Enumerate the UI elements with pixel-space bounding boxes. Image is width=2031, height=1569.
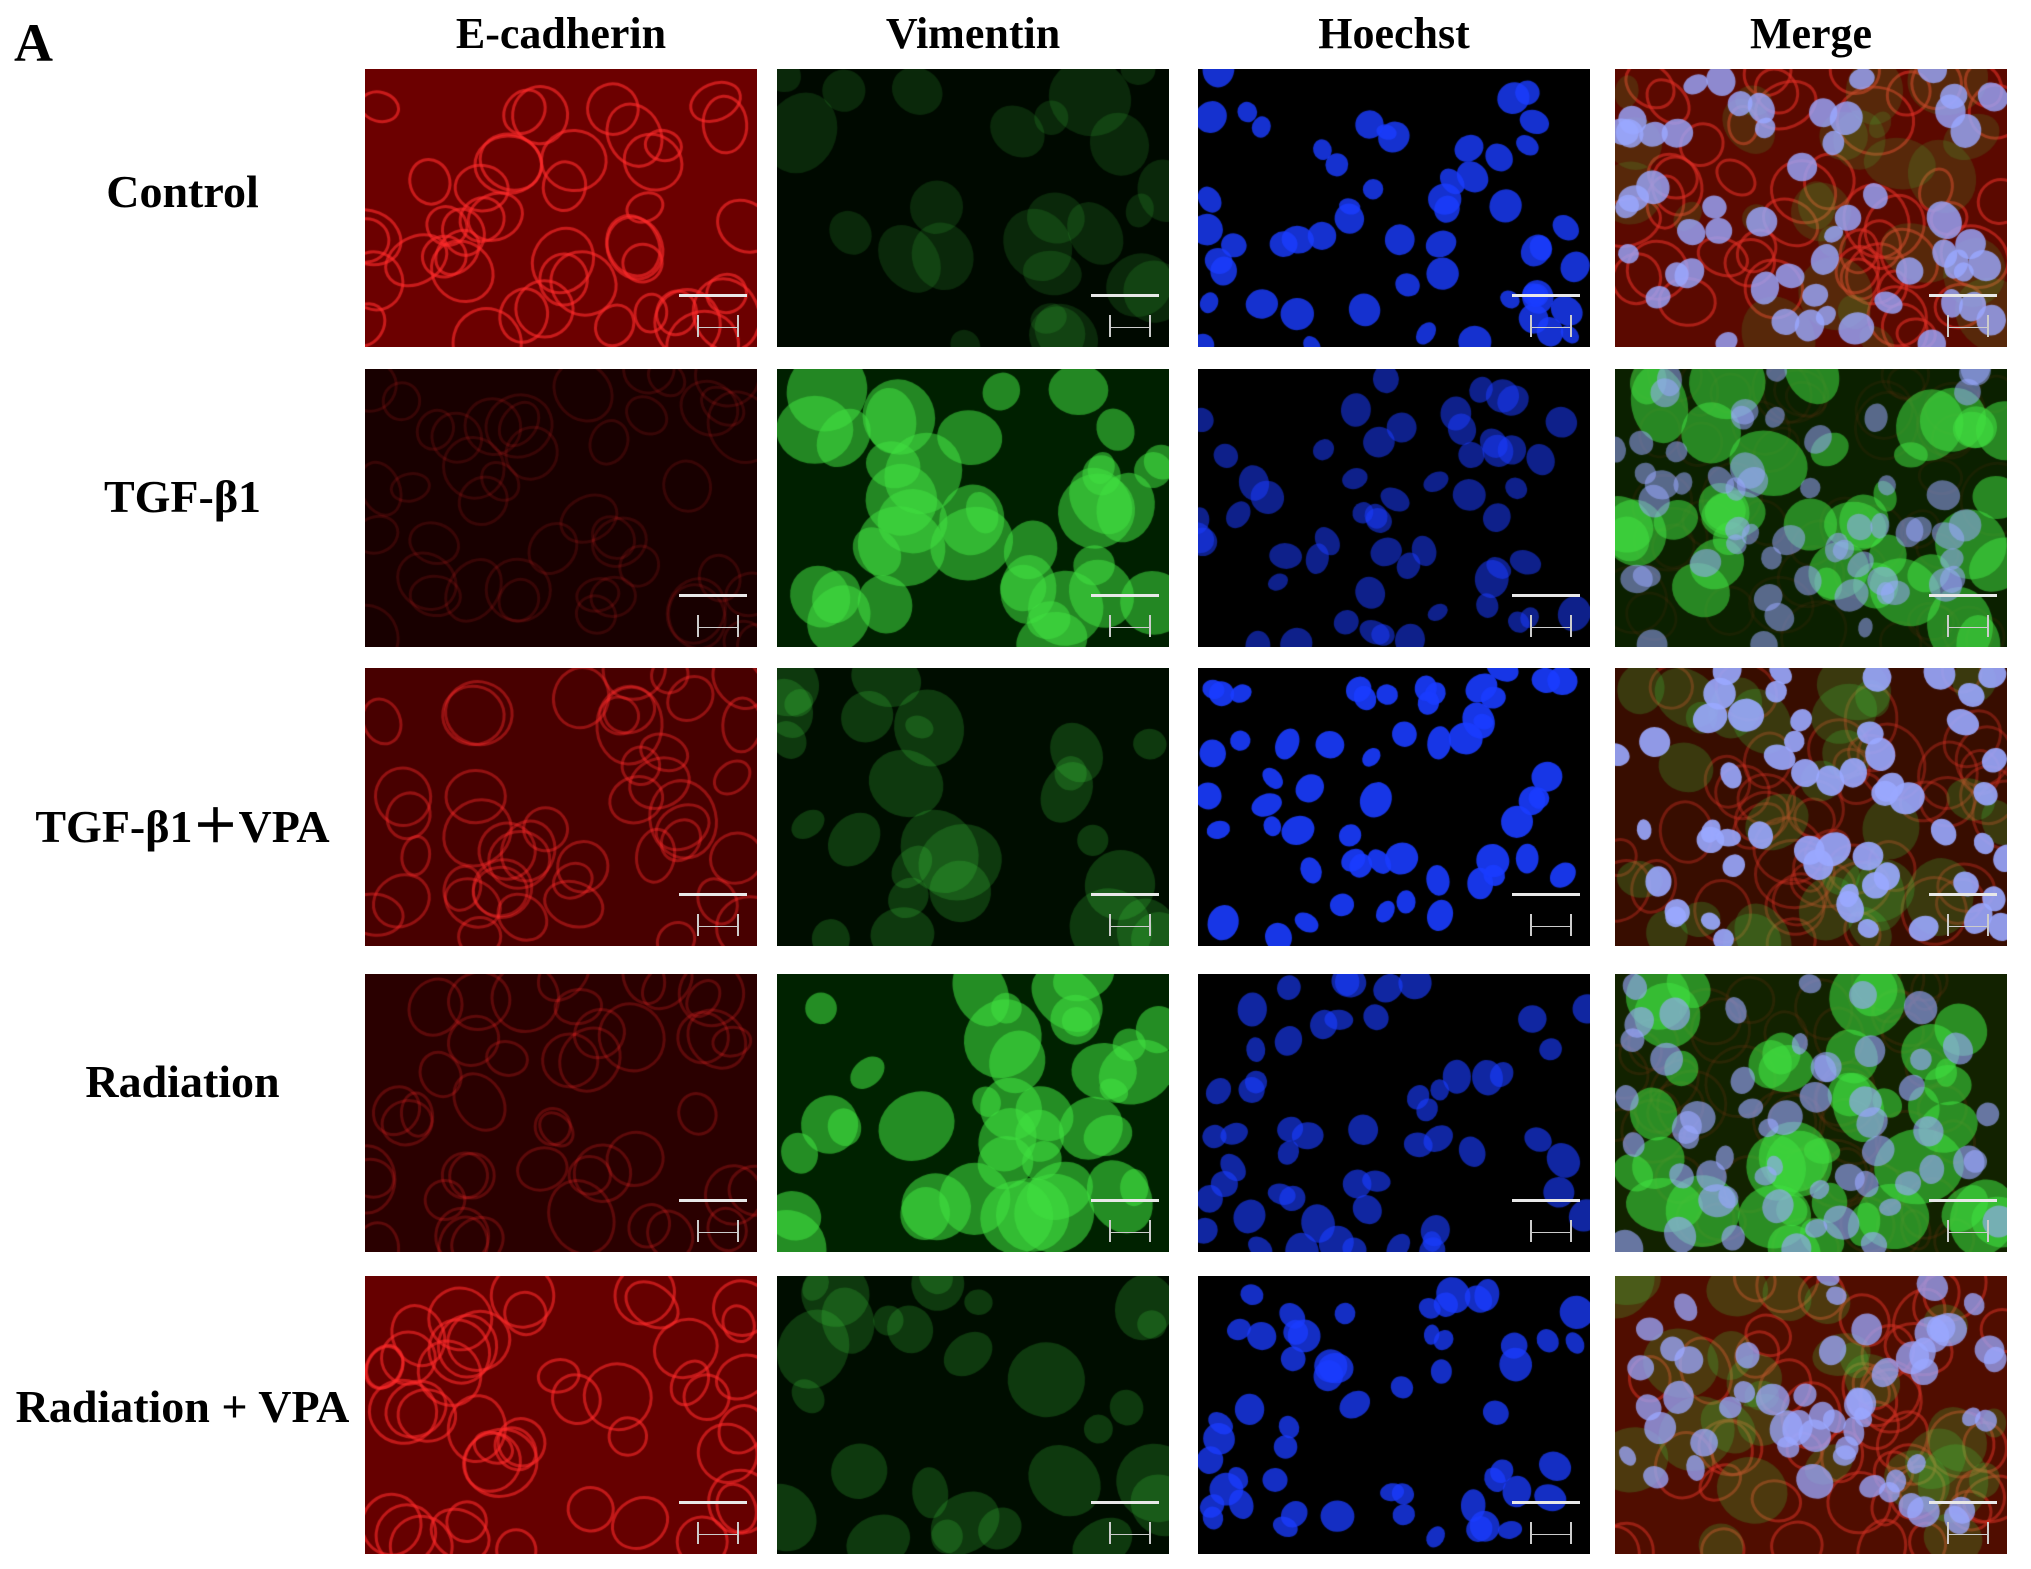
- scale-bar-label-box: [1530, 1220, 1572, 1242]
- micrograph-red-row-3: [365, 668, 757, 946]
- scale-bar: [1091, 294, 1159, 297]
- figure-panel-label: A: [14, 13, 53, 73]
- scale-bar: [1929, 594, 1997, 597]
- scale-bar-label-box: [1947, 1522, 1989, 1544]
- column-header-hoechst: Hoechst: [1318, 9, 1470, 58]
- scale-bar: [1091, 893, 1159, 896]
- scale-bar: [1091, 594, 1159, 597]
- micrograph-red-row-1: [365, 69, 757, 347]
- scale-bar-label-box: [1530, 1522, 1572, 1544]
- micrograph-green-row-5: [777, 1276, 1169, 1554]
- micrograph-blue-row-3: [1198, 668, 1590, 946]
- micrograph-merge-row-1: [1615, 69, 2007, 347]
- column-header-e-cadherin: E-cadherin: [455, 9, 667, 58]
- scale-bar: [1929, 893, 1997, 896]
- scale-bar-label-box: [697, 615, 739, 637]
- scale-bar: [679, 594, 747, 597]
- scale-bar-label-box: [1947, 1220, 1989, 1242]
- micrograph-blue-row-4: [1198, 974, 1590, 1252]
- scale-bar: [679, 294, 747, 297]
- scale-bar-label-box: [1109, 315, 1151, 337]
- scale-bar-label-box: [697, 914, 739, 936]
- scale-bar-label-box: [697, 1220, 739, 1242]
- scale-bar-label-box: [1109, 1522, 1151, 1544]
- scale-bar: [1929, 1501, 1997, 1504]
- scale-bar-label-box: [1947, 914, 1989, 936]
- scale-bar: [679, 1199, 747, 1202]
- micrograph-red-row-4: [365, 974, 757, 1252]
- micrograph-green-row-4: [777, 974, 1169, 1252]
- micrograph-red-row-5: [365, 1276, 757, 1554]
- micrograph-green-row-2: [777, 369, 1169, 647]
- column-header-vimentin: Vimentin: [885, 9, 1061, 58]
- row-label-radiation: Radiation: [85, 1056, 280, 1107]
- row-label-control: Control: [106, 166, 259, 217]
- scale-bar-label-box: [1530, 914, 1572, 936]
- scale-bar-label-box: [1530, 315, 1572, 337]
- scale-bar: [1512, 594, 1580, 597]
- row-label-tgf-b1: TGF-β1: [103, 471, 262, 522]
- micrograph-merge-row-2: [1615, 369, 2007, 647]
- scale-bar-label-box: [697, 1522, 739, 1544]
- micrograph-blue-row-2: [1198, 369, 1590, 647]
- scale-bar-label-box: [1109, 1220, 1151, 1242]
- micrograph-merge-row-4: [1615, 974, 2007, 1252]
- scale-bar: [1929, 294, 1997, 297]
- scale-bar: [1512, 294, 1580, 297]
- scale-bar: [679, 893, 747, 896]
- scale-bar-label-box: [1109, 914, 1151, 936]
- scale-bar-label-box: [1947, 315, 1989, 337]
- scale-bar: [1512, 1199, 1580, 1202]
- row-label-radiation-vpa: Radiation + VPA: [15, 1381, 350, 1432]
- scale-bar-label-box: [1947, 615, 1989, 637]
- scale-bar: [1091, 1199, 1159, 1202]
- column-header-merge: Merge: [1749, 9, 1873, 58]
- scale-bar: [1512, 1501, 1580, 1504]
- micrograph-red-row-2: [365, 369, 757, 647]
- scale-bar: [1512, 893, 1580, 896]
- scale-bar-label-box: [1530, 615, 1572, 637]
- scale-bar: [1929, 1199, 1997, 1202]
- micrograph-blue-row-1: [1198, 69, 1590, 347]
- row-label-tgf-b1-vpa: TGF-β1＋VPA: [35, 801, 330, 852]
- scale-bar-label-box: [1109, 615, 1151, 637]
- micrograph-blue-row-5: [1198, 1276, 1590, 1554]
- scale-bar: [1091, 1501, 1159, 1504]
- micrograph-merge-row-5: [1615, 1276, 2007, 1554]
- micrograph-merge-row-3: [1615, 668, 2007, 946]
- scale-bar: [679, 1501, 747, 1504]
- scale-bar-label-box: [697, 315, 739, 337]
- micrograph-green-row-3: [777, 668, 1169, 946]
- micrograph-green-row-1: [777, 69, 1169, 347]
